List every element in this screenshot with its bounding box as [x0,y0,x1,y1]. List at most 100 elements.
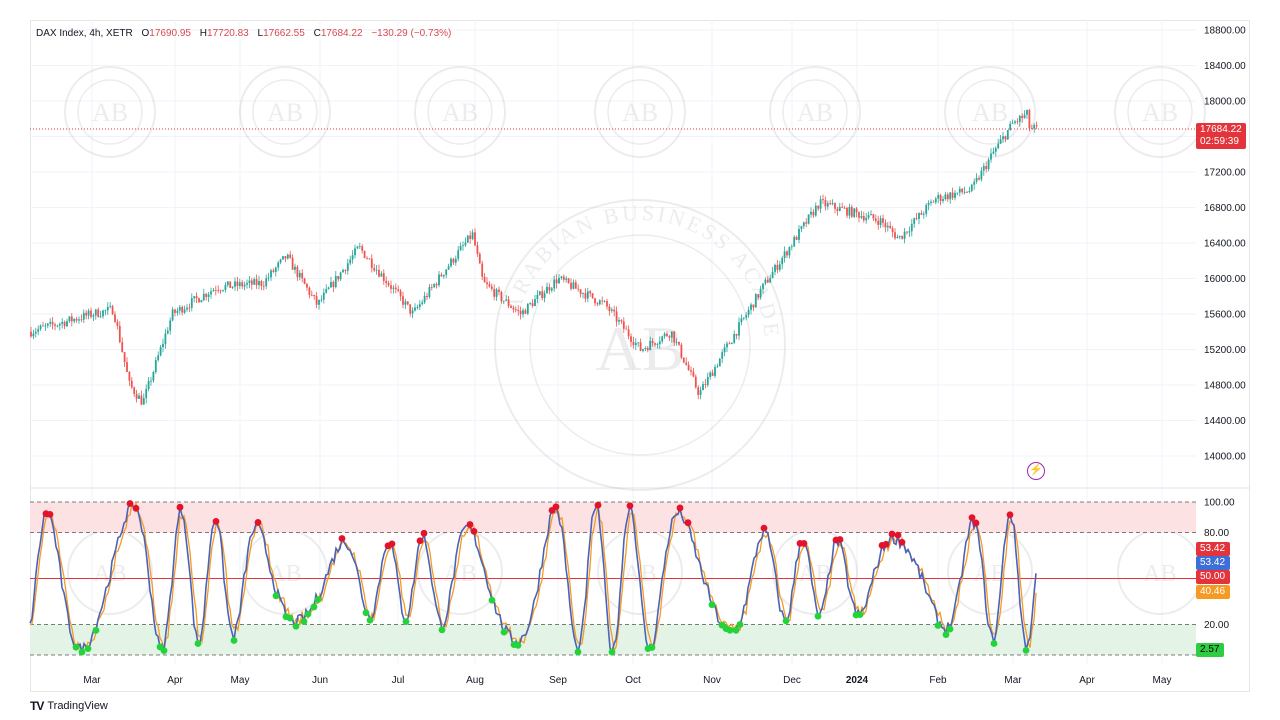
candle-body [399,290,402,297]
candle-body [483,276,486,283]
candle-body [829,203,832,205]
candle-body [462,245,464,247]
candle-body [102,310,104,317]
candle-body [145,388,148,399]
branding[interactable]: TV TradingView [30,699,108,713]
time-tick-label: Nov [703,675,721,686]
osc-trough-marker [990,640,998,647]
osc-tag-midline: 50.00 [1196,570,1230,584]
candle-body [517,310,520,311]
candle-body [514,309,517,311]
candle-body [330,281,332,288]
candle-body [790,246,793,248]
candle-body [567,278,570,283]
candle-body [762,283,764,290]
candle-body [946,194,949,200]
price-tick-label: 18000.00 [1204,97,1246,108]
candle-body [949,192,952,200]
candle-body [754,294,757,308]
candle-body [680,344,683,358]
candle-body [262,285,265,287]
candle-body [58,323,61,326]
osc-peak-marker [594,501,602,509]
candle-body [560,276,563,278]
osc-peak-marker [676,504,684,512]
watermark-seal-monogram: AB [443,561,476,587]
candle-body [865,217,868,221]
candle-body [670,331,673,338]
candle-body [387,283,390,286]
candle-body [1018,115,1021,122]
lightning-icon[interactable]: ⚡ [1027,462,1045,480]
candle-body [980,170,983,180]
candle-body [174,309,176,313]
open-label: O [141,28,150,39]
osc-trough-marker [84,645,92,653]
osc-peak-marker [972,519,980,527]
candle-body [982,166,985,171]
candle-body [714,366,716,376]
candle-body [1023,114,1026,118]
candle-body [178,306,181,311]
candle-body [510,306,512,308]
candle-body [642,348,644,351]
candle-body [606,301,608,307]
candle-body [1021,115,1024,118]
candle-body [231,286,234,288]
candle-body [474,232,476,246]
osc-peak-marker [420,529,428,537]
candle-body [363,250,366,258]
osc-trough-marker [726,626,734,634]
candle-body [37,328,40,332]
candle-body [188,307,191,309]
candle-body [889,225,892,229]
candle-body [853,208,856,217]
tradingview-logo-icon: TV [30,699,44,713]
close-label: C [313,28,321,39]
candle-body [661,336,664,342]
candle-body [613,309,616,312]
candle-body [925,205,928,214]
osc-peak-marker [800,540,808,547]
watermark-seal-inner [957,79,1023,145]
candle-body [73,318,76,322]
candle-body [783,251,786,259]
time-tick-label: Jul [392,675,405,686]
candle-body [176,310,179,313]
candle-body [313,295,316,297]
osc-peak-marker [552,503,560,511]
candle-body [877,220,880,225]
candle-body [66,321,68,327]
candle-body [536,294,539,300]
candle-body [639,342,642,351]
symbol-title[interactable]: DAX Index, 4h, XETR [36,28,133,39]
oscillator [29,500,1037,656]
candle-body [522,310,524,315]
candle-body [361,246,364,251]
candle-body [498,289,500,292]
candle-body [637,342,640,344]
candle-body [114,314,116,322]
candle-body [543,293,546,298]
time-tick-label: Dec [783,675,801,686]
candle-body [44,325,47,327]
candle-body [630,336,632,342]
osc-trough-marker [500,628,508,636]
osc-peak-marker [132,504,140,512]
osc-tag-blue: 53.42 [1196,556,1230,570]
candle-body [855,208,858,213]
candle-body [433,284,436,288]
candle-body [867,215,870,218]
candle-body [764,279,767,284]
candle-body [598,300,601,305]
candle-body [706,377,709,385]
candle-body [234,281,236,287]
candle-body [99,316,102,318]
candle-body [116,321,119,326]
watermark-big-ring [494,199,786,491]
candle-body [1016,121,1019,123]
watermark-seal-monogram: AB [267,98,303,127]
candle-body [951,192,954,198]
candle-body [752,304,755,308]
